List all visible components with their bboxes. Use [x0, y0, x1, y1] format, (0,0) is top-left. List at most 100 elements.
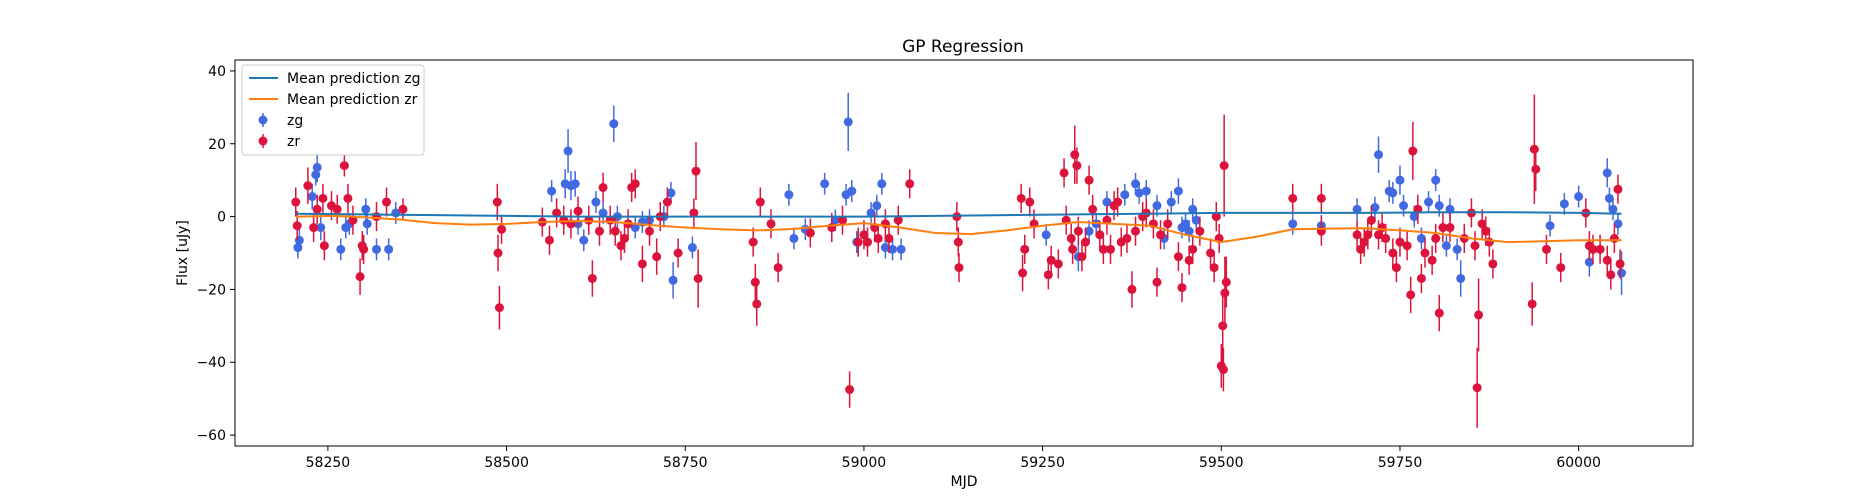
zr-data-point: [1474, 310, 1484, 320]
zr-data-point: [1221, 277, 1231, 287]
zr-data-point: [1431, 233, 1441, 243]
zr-data-point: [1427, 255, 1437, 265]
zr-data-point: [312, 204, 322, 214]
zr-data-point: [1209, 263, 1219, 273]
zr-data-point: [493, 248, 503, 258]
zr-data-point: [1481, 226, 1491, 236]
zg-data-point: [630, 223, 640, 233]
zr-data-point: [1020, 244, 1030, 254]
zg-data-point: [820, 179, 830, 189]
zg-data-point: [1604, 193, 1614, 203]
zg-data-point: [1184, 226, 1194, 236]
zr-data-point: [1356, 244, 1366, 254]
zr-data-point: [750, 277, 760, 287]
zg-data-point: [1388, 188, 1398, 198]
zr-data-point: [1070, 150, 1080, 160]
zr-data-point: [1477, 219, 1487, 229]
zg-data-point: [1152, 201, 1162, 211]
zr-data-point: [853, 237, 863, 247]
zg-data-point: [591, 197, 601, 207]
x-tick-label: 59500: [1199, 455, 1244, 471]
zr-data-point: [1470, 241, 1480, 251]
zg-data-point: [877, 179, 887, 189]
zr-data-point: [1184, 255, 1194, 265]
zg-data-point: [293, 243, 303, 253]
legend-swatch-zg-marker: [258, 115, 268, 125]
zr-data-point: [1406, 290, 1416, 300]
zr-data-point: [1188, 244, 1198, 254]
zr-data-point: [1388, 248, 1398, 258]
zr-data-point: [1218, 365, 1228, 375]
zr-data-point: [1374, 230, 1384, 240]
zr-data-point: [291, 197, 301, 207]
zg-data-point: [896, 244, 906, 254]
zr-data-point: [1122, 233, 1132, 243]
zr-data-point: [1173, 252, 1183, 262]
y-tick-label: −60: [196, 428, 226, 444]
zg-data-point: [316, 223, 326, 233]
zg-data-point: [362, 219, 372, 229]
zg-data-point: [1434, 201, 1444, 211]
zg-data-point: [668, 275, 678, 285]
zg-data-point: [311, 170, 321, 180]
zr-data-point: [1163, 219, 1173, 229]
zr-data-point: [630, 179, 640, 189]
y-tick-label: 0: [217, 210, 226, 226]
zg-data-point: [880, 243, 890, 253]
x-tick-label: 59250: [1020, 455, 1065, 471]
x-tick-label: 58750: [663, 455, 708, 471]
zr-data-point: [1595, 244, 1605, 254]
zg-data-point: [666, 188, 676, 198]
zr-data-point: [1615, 259, 1625, 269]
zr-data-point: [573, 206, 583, 216]
zg-data-point: [789, 233, 799, 243]
zr-data-point: [637, 259, 647, 269]
zr-data-point: [905, 179, 915, 189]
zr-data-point: [1081, 237, 1090, 247]
zr-data-point: [1156, 230, 1166, 240]
y-axis: −60 −40 −20 0 20 40: [196, 64, 235, 444]
zg-data-point: [1288, 219, 1298, 229]
zg-data-point: [1181, 219, 1191, 229]
x-tick-label: 59750: [1378, 455, 1423, 471]
zg-data-point: [1559, 199, 1569, 209]
zr-data-point: [805, 228, 815, 238]
zr-data-point: [748, 237, 758, 247]
zr-data-point: [309, 223, 319, 233]
zr-data-point: [1152, 277, 1162, 287]
zr-data-point: [332, 204, 342, 214]
zr-data-point: [1316, 193, 1326, 203]
zr-data-point: [620, 233, 630, 243]
zr-data-point: [1416, 273, 1426, 283]
zg-data-point: [1452, 244, 1462, 254]
zg-data-point: [547, 186, 557, 196]
zr-data-point: [1211, 212, 1221, 222]
zg-data-point: [384, 244, 394, 254]
legend-label-zg: zg: [287, 113, 303, 129]
zr-data-point: [1527, 299, 1537, 309]
zg-data-point: [1120, 190, 1130, 200]
zr-data-point: [492, 197, 502, 207]
y-tick-label: −20: [196, 282, 226, 298]
zg-data-point: [294, 235, 304, 245]
zr-data-point: [343, 193, 353, 203]
zg-data-point: [1545, 221, 1555, 231]
zr-data-point: [1352, 230, 1362, 240]
zr-data-point: [1488, 259, 1498, 269]
zg-data-point: [1602, 168, 1612, 178]
x-tick-label: 59000: [842, 455, 887, 471]
zg-data-point: [1416, 233, 1426, 243]
zg-data-point: [1352, 204, 1362, 214]
zr-data-point: [1556, 263, 1566, 273]
zr-data-point: [755, 197, 765, 207]
zg-data-point: [1431, 175, 1441, 185]
zg-data-point: [563, 146, 573, 156]
zg-data-point: [1424, 197, 1434, 207]
zg-data-point: [1395, 175, 1405, 185]
x-axis: 58250 58500 58750 59000 59250 59500 59750 60000: [306, 446, 1601, 471]
zr-data-point: [1438, 223, 1448, 233]
zg-data-point: [579, 235, 589, 245]
zr-data-point: [1408, 146, 1418, 156]
zr-data-point: [584, 215, 594, 225]
zr-data-point: [673, 248, 683, 258]
